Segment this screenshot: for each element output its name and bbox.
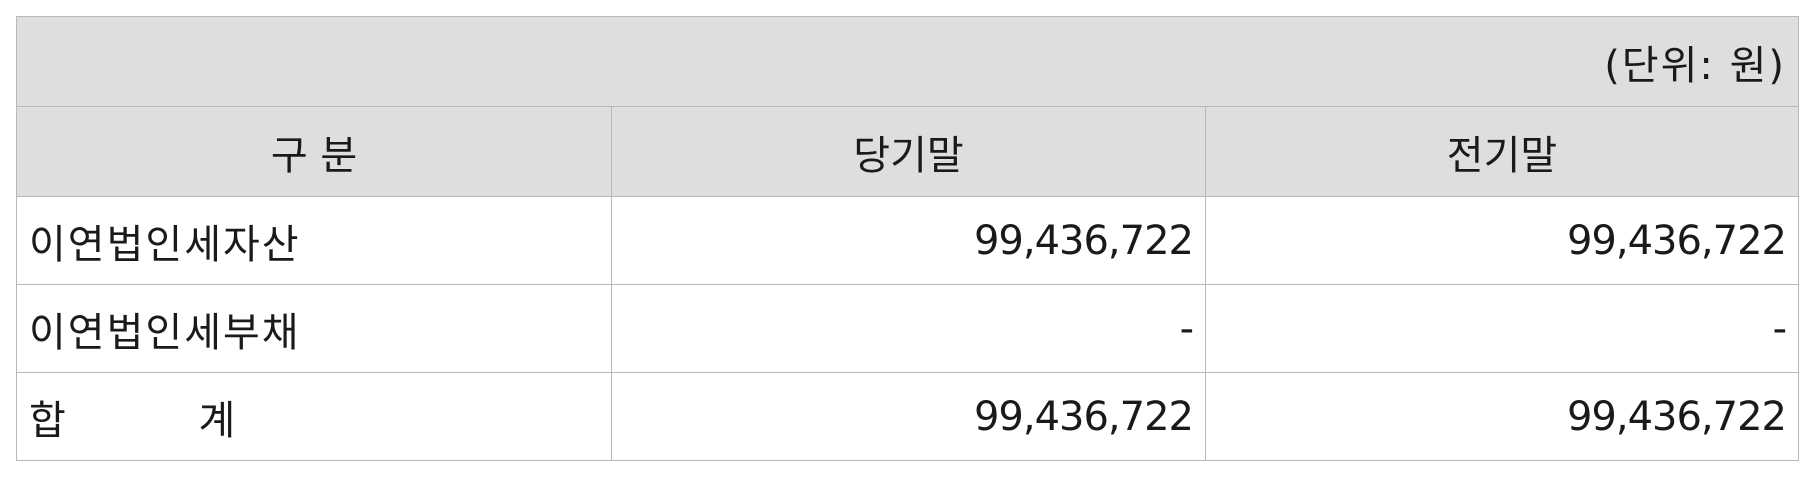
header-category: 구 분	[16, 106, 612, 197]
unit-note: (단위: 원)	[16, 16, 1799, 107]
unit-row: (단위: 원)	[16, 16, 1799, 107]
deferred-tax-table: (단위: 원) 구 분 당기말 전기말 이연법인세자산 99,436,722 9…	[16, 16, 1799, 461]
table-row: 이연법인세부채 - -	[16, 284, 1799, 373]
total-current-value: 99,436,722	[611, 372, 1206, 461]
current-value: -	[611, 284, 1206, 373]
table-row: 합 계 99,436,722 99,436,722	[16, 372, 1799, 461]
header-prior-period: 전기말	[1205, 106, 1799, 197]
total-prior-value: 99,436,722	[1205, 372, 1799, 461]
row-label: 이연법인세자산	[16, 196, 612, 285]
header-row: 구 분 당기말 전기말	[16, 106, 1799, 197]
prior-value: -	[1205, 284, 1799, 373]
table-row: 이연법인세자산 99,436,722 99,436,722	[16, 196, 1799, 285]
header-current-period: 당기말	[611, 106, 1206, 197]
current-value: 99,436,722	[611, 196, 1206, 285]
total-label: 합 계	[16, 372, 612, 461]
prior-value: 99,436,722	[1205, 196, 1799, 285]
row-label: 이연법인세부채	[16, 284, 612, 373]
